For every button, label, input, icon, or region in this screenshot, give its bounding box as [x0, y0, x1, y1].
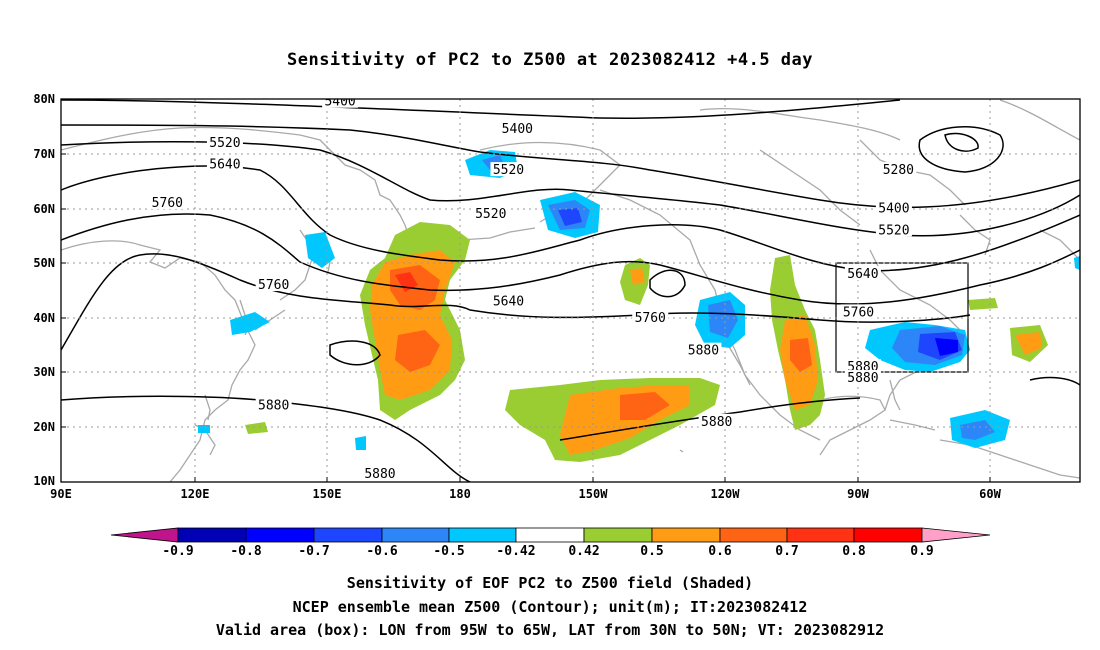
contour-label-bg — [322, 99, 359, 108]
lat-tick-label: 70N — [33, 147, 55, 161]
colorbar-label: -0.8 — [230, 544, 262, 559]
contour-label-bg — [490, 293, 527, 308]
contour-label-bg — [698, 413, 735, 428]
caption-valid-area: Valid area (box): LON from 95W to 65W, L… — [215, 621, 885, 639]
colorbar-label: 0.7 — [775, 544, 799, 559]
lat-tick-label: 60N — [33, 202, 55, 216]
contour-label-bg — [499, 121, 536, 136]
map-frame — [60, 98, 1081, 483]
contour-label-bg — [206, 134, 243, 149]
contour-label: 5280 — [883, 163, 914, 178]
colorbar-box-6 — [583, 527, 653, 543]
colorbar-label: -0.42 — [496, 544, 536, 559]
lon-tick-label: 120W — [710, 487, 740, 501]
lon-tick-label: 90W — [847, 487, 869, 501]
z500-contours — [61, 99, 1080, 482]
contour-label: 5400 — [502, 122, 533, 137]
lon-tick-label: 150W — [578, 487, 608, 501]
lat-tick-label: 30N — [33, 365, 55, 379]
contour-label: 5760 — [152, 196, 183, 211]
colorbar-box-7 — [651, 527, 721, 543]
lon-tick-label: 60W — [979, 487, 1001, 501]
contour-label-bg — [685, 342, 722, 357]
contour-label: 5880 — [701, 415, 732, 430]
contour-label: 5760 — [258, 278, 289, 293]
contour-label-bg — [844, 266, 881, 281]
contour-label: 5640 — [847, 267, 878, 282]
colorbar-box-10 — [853, 527, 923, 543]
contour-label: 5760 — [635, 311, 666, 326]
lon-tick-label: 180 — [449, 487, 471, 501]
colorbar-label: -0.7 — [298, 544, 330, 559]
contour-label: 5880 — [847, 371, 878, 386]
contour-label-bg — [361, 465, 398, 480]
colorbar-box-4 — [381, 527, 450, 543]
axis-ticks — [61, 153, 991, 482]
contour-label: 5520 — [475, 207, 506, 222]
colorbar — [110, 527, 991, 543]
shaded-sensitivity — [198, 150, 1080, 462]
contour-label-bg — [632, 309, 669, 324]
contour-label-bg — [844, 359, 881, 374]
colorbar-box-3 — [313, 527, 383, 543]
lon-tick-label: 150E — [312, 487, 342, 501]
lat-tick-label: 50N — [33, 256, 55, 270]
contour-label: 5400 — [324, 95, 355, 110]
colorbar-label: 0.42 — [568, 544, 600, 559]
lon-tick-label: 90E — [50, 487, 72, 501]
contour-label: 5880 — [364, 467, 395, 482]
caption-shaded: Sensitivity of EOF PC2 to Z500 field (Sh… — [346, 574, 754, 592]
contour-label-bg — [880, 162, 917, 177]
colorbar-label: 0.9 — [910, 544, 934, 559]
colorbar-box-5 — [448, 527, 517, 543]
lat-tick-label: 20N — [33, 420, 55, 434]
contour-label-bg — [844, 370, 881, 385]
lat-tick-label: 10N — [33, 474, 55, 488]
contour-label: 5880 — [688, 344, 719, 359]
contour-label-bg — [875, 200, 912, 215]
lat-tick-label: 40N — [33, 311, 55, 325]
contour-label-bg — [255, 397, 292, 412]
map-title: Sensitivity of PC2 to Z500 at 2023082412… — [286, 50, 813, 70]
colorbar-box-white — [515, 527, 585, 543]
contour-label-bg — [875, 222, 912, 237]
contour-labels: 5400 5400 5520 5640 5760 5520 5520 5280 5400 5520… — [149, 95, 917, 482]
contour-label-bg — [472, 205, 509, 220]
colorbar-pos-tip — [921, 527, 991, 543]
map-plot-area: 5400 5400 5520 5640 5760 5520 5520 5280 5400 5520… — [61, 95, 1080, 482]
colorbar-label: -0.5 — [433, 544, 465, 559]
contour-label: 5640 — [493, 294, 524, 309]
colorbar-label: 0.5 — [640, 544, 664, 559]
contour-label: 5520 — [878, 223, 909, 238]
colorbar-box-8 — [719, 527, 788, 543]
lat-tick-label: 80N — [33, 92, 55, 106]
colorbar-label: 0.8 — [842, 544, 866, 559]
contour-label-bg — [840, 304, 877, 319]
contour-label: 5400 — [878, 201, 909, 216]
contour-label: 5640 — [209, 158, 240, 173]
lon-tick-label: 120E — [180, 487, 210, 501]
coastlines — [61, 99, 1080, 482]
colorbar-label: -0.9 — [162, 544, 194, 559]
colorbar-box-9 — [786, 527, 855, 543]
colorbar-label: -0.6 — [366, 544, 398, 559]
contour-label-bg — [490, 162, 527, 177]
colorbar-neg-tip — [110, 527, 179, 543]
contour-label-bg — [149, 194, 186, 209]
caption-contour: NCEP ensemble mean Z500 (Contour); unit(… — [292, 598, 808, 616]
colorbar-box-1 — [177, 527, 247, 543]
contour-label-bg — [206, 156, 243, 171]
colorbar-label: 0.6 — [708, 544, 732, 559]
contour-label: 5760 — [843, 305, 874, 320]
contour-label: 5520 — [209, 136, 240, 151]
contour-label: 5520 — [493, 163, 524, 178]
contour-label: 5880 — [258, 398, 289, 413]
contour-label-bg — [255, 277, 292, 292]
colorbar-box-2 — [245, 527, 315, 543]
